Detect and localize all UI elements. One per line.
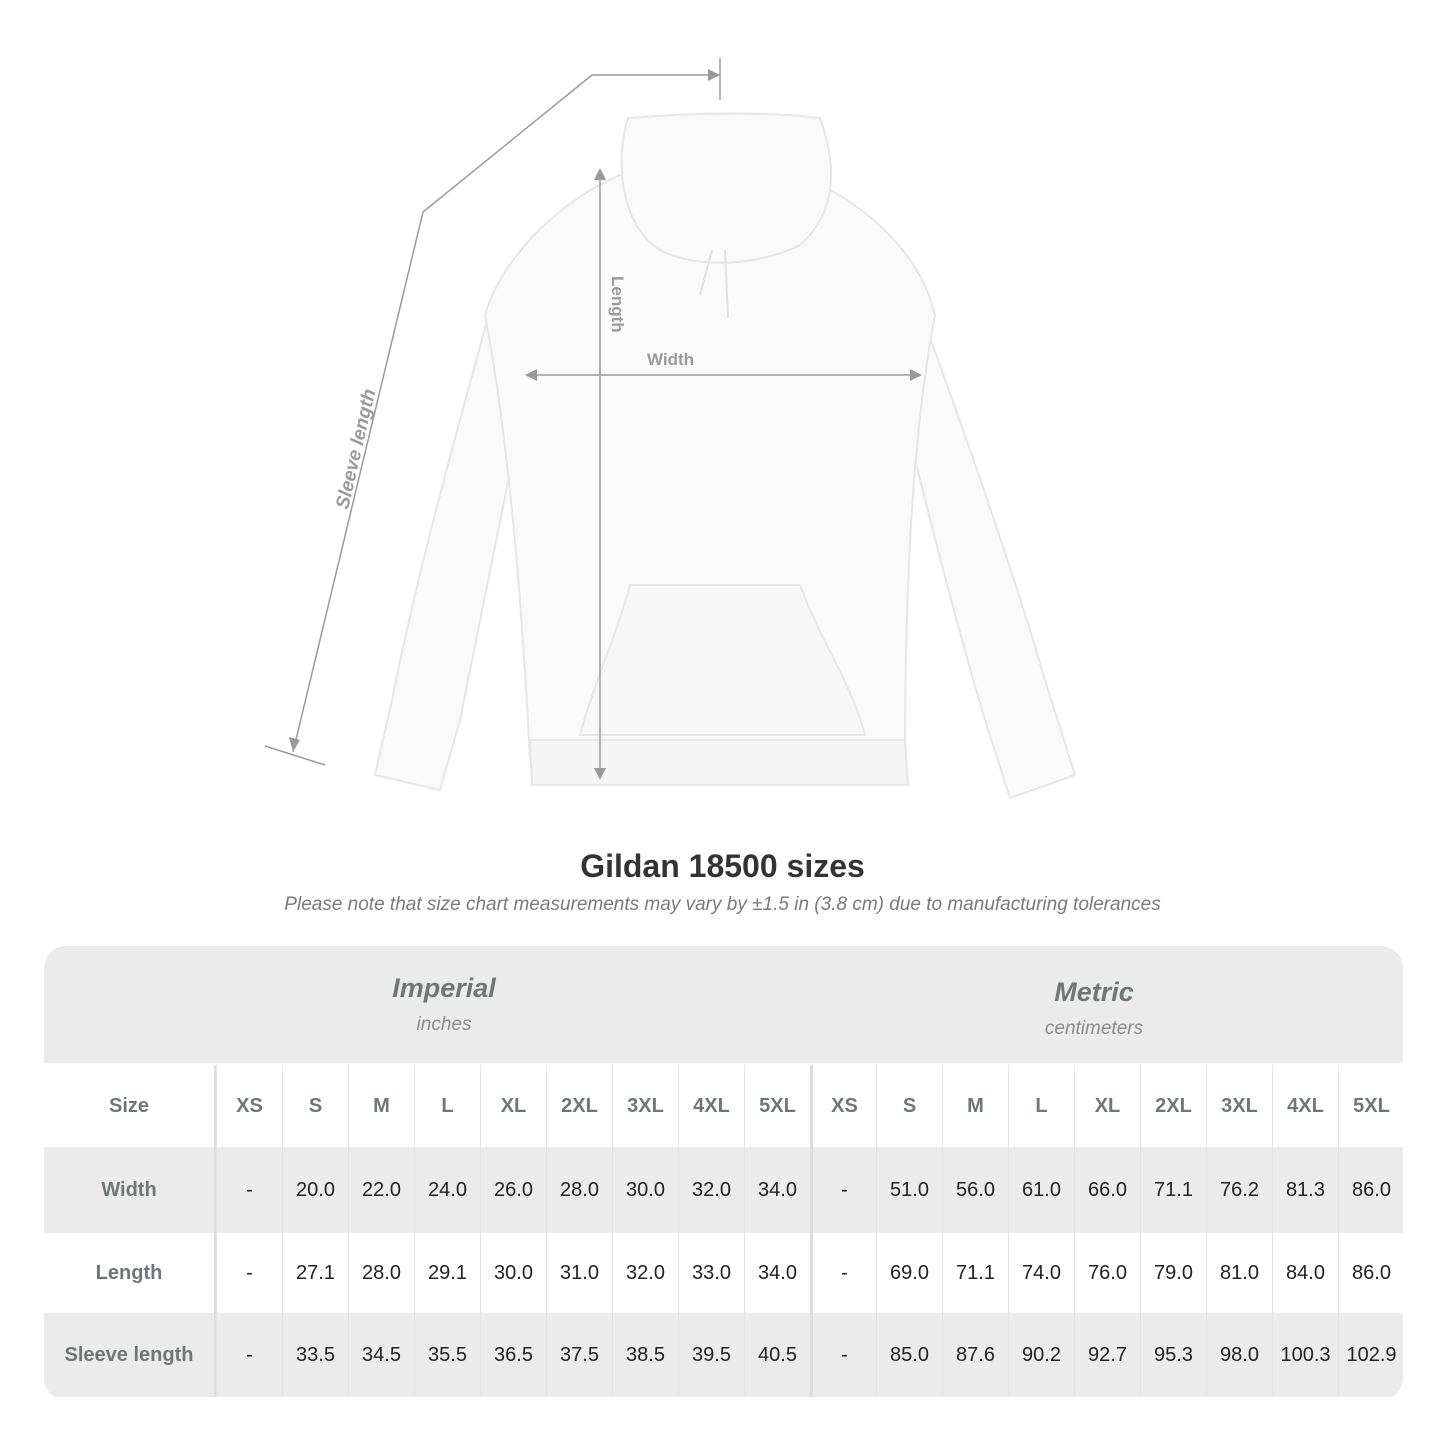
arrowheads — [289, 69, 922, 780]
hoodie-illustration — [373, 112, 1077, 800]
table-row-width: Width -20.0 22.0 24.0 26.0 28.0 30.0 32.0 34.0-5… — [44, 1147, 1403, 1233]
metric-value-cell: 86.0 — [1338, 1233, 1403, 1313]
sleeve-length-tick-bottom — [264, 745, 326, 766]
metric-value-cell: 87.6 — [942, 1313, 1008, 1397]
metric-value-cell: 76.0 — [1074, 1233, 1140, 1313]
metric-value-cell: 102.9 — [1338, 1313, 1403, 1397]
imperial-value-cell: 40.5 — [744, 1313, 810, 1397]
metric-size-l: L — [1008, 1065, 1074, 1147]
length-label: Length — [608, 276, 627, 333]
imperial-value-cell: 26.0 — [480, 1147, 546, 1233]
table-row-sleeve-length: Sleeve length -33.5 34.5 35.5 36.5 37.5 38.5 39… — [44, 1313, 1403, 1397]
metric-title: Metric — [1054, 977, 1134, 1007]
imperial-size-4xl: 4XL — [678, 1065, 744, 1147]
imperial-value-cell: 24.0 — [414, 1147, 480, 1233]
imperial-size-m: M — [348, 1065, 414, 1147]
imperial-value-cell: 30.0 — [612, 1147, 678, 1233]
metric-value-cell: 81.3 — [1272, 1147, 1338, 1233]
imperial-size-s: S — [282, 1065, 348, 1147]
imperial-value-cell: 34.0 — [744, 1147, 810, 1233]
metric-header: Metric centimeters — [844, 946, 1344, 1063]
metric-size-s: S — [876, 1065, 942, 1147]
metric-value-cell: 71.1 — [942, 1233, 1008, 1313]
metric-value-cell: 56.0 — [942, 1147, 1008, 1233]
measurement-lines — [264, 58, 920, 778]
imperial-size-xs: XS — [216, 1065, 282, 1147]
row-label: Sleeve length — [44, 1313, 216, 1397]
imperial-value-cell: 34.0 — [744, 1233, 810, 1313]
metric-unit: centimeters — [1044, 1018, 1144, 1039]
imperial-value-cell: 22.0 — [348, 1147, 414, 1233]
metric-value-cell: 86.0 — [1338, 1147, 1403, 1233]
metric-value-cell: - — [810, 1147, 876, 1233]
imperial-value-cell: 20.0 — [282, 1147, 348, 1233]
metric-value-cell: - — [810, 1313, 876, 1397]
imperial-value-cell: 37.5 — [546, 1313, 612, 1397]
metric-size-m: M — [942, 1065, 1008, 1147]
imperial-header: Imperial inches — [44, 946, 844, 1063]
imperial-value-cell: 39.5 — [678, 1313, 744, 1397]
hoodie-diagram: Sleeve length Length Width — [264, 58, 1077, 800]
imperial-size-xl: XL — [480, 1065, 546, 1147]
imperial-value-cell: 33.0 — [678, 1233, 744, 1313]
metric-value-cell: 92.7 — [1074, 1313, 1140, 1397]
imperial-size-l: L — [414, 1065, 480, 1147]
imperial-value-cell: 32.0 — [678, 1147, 744, 1233]
metric-value-cell: 100.3 — [1272, 1313, 1338, 1397]
imperial-value-cell: - — [216, 1313, 282, 1397]
imperial-value-cell: 36.5 — [480, 1313, 546, 1397]
sleeve-length-line — [292, 74, 720, 753]
size-table: Imperial inches Metric centimeters Size … — [44, 946, 1403, 1400]
metric-size-3xl: 3XL — [1206, 1065, 1272, 1147]
imperial-value-cell: 33.5 — [282, 1313, 348, 1397]
imperial-value-cell: 32.0 — [612, 1233, 678, 1313]
imperial-value-cell: 28.0 — [546, 1147, 612, 1233]
metric-value-cell: 84.0 — [1272, 1233, 1338, 1313]
row-label: Length — [44, 1233, 216, 1313]
metric-size-xs: XS — [810, 1065, 876, 1147]
page-title: Gildan 18500 sizes — [580, 848, 865, 884]
metric-value-cell: 76.2 — [1206, 1147, 1272, 1233]
width-label: Width — [647, 350, 694, 369]
imperial-value-cell: - — [216, 1233, 282, 1313]
metric-size-xl: XL — [1074, 1065, 1140, 1147]
metric-value-cell: 79.0 — [1140, 1233, 1206, 1313]
metric-size-4xl: 4XL — [1272, 1065, 1338, 1147]
imperial-value-cell: 31.0 — [546, 1233, 612, 1313]
imperial-value-cell: 38.5 — [612, 1313, 678, 1397]
size-label: Size — [44, 1065, 216, 1147]
row-label: Width — [44, 1147, 216, 1233]
imperial-value-cell: 27.1 — [282, 1233, 348, 1313]
table-row-length: Length -27.1 28.0 29.1 30.0 31.0 32.0 33.0 34.0-… — [44, 1233, 1403, 1313]
imperial-title: Imperial — [392, 973, 496, 1003]
tolerance-note: Please note that size chart measurements… — [284, 894, 1161, 915]
metric-value-cell: 51.0 — [876, 1147, 942, 1233]
metric-size-2xl: 2XL — [1140, 1065, 1206, 1147]
metric-value-cell: 81.0 — [1206, 1233, 1272, 1313]
size-header-row: Size XS S M L XL 2XL 3XL 4XL 5XL XS S M L XL 2XL 3XL 4XL… — [44, 1065, 1403, 1147]
imperial-size-3xl: 3XL — [612, 1065, 678, 1147]
imperial-value-cell: 35.5 — [414, 1313, 480, 1397]
unit-header: Imperial inches Metric centimeters — [44, 946, 1403, 1063]
metric-value-cell: 66.0 — [1074, 1147, 1140, 1233]
imperial-unit: inches — [416, 1014, 472, 1035]
imperial-size-2xl: 2XL — [546, 1065, 612, 1147]
metric-value-cell: 69.0 — [876, 1233, 942, 1313]
sleeve-length-label: Sleeve length — [332, 387, 380, 511]
imperial-value-cell: - — [216, 1147, 282, 1233]
imperial-value-cell: 34.5 — [348, 1313, 414, 1397]
metric-value-cell: 71.1 — [1140, 1147, 1206, 1233]
metric-size-5xl: 5XL — [1338, 1065, 1403, 1147]
imperial-value-cell: 30.0 — [480, 1233, 546, 1313]
imperial-value-cell: 28.0 — [348, 1233, 414, 1313]
metric-value-cell: 95.3 — [1140, 1313, 1206, 1397]
metric-value-cell: 61.0 — [1008, 1147, 1074, 1233]
imperial-size-5xl: 5XL — [744, 1065, 810, 1147]
metric-value-cell: - — [810, 1233, 876, 1313]
metric-value-cell: 98.0 — [1206, 1313, 1272, 1397]
metric-value-cell: 74.0 — [1008, 1233, 1074, 1313]
metric-value-cell: 90.2 — [1008, 1313, 1074, 1397]
imperial-value-cell: 29.1 — [414, 1233, 480, 1313]
metric-value-cell: 85.0 — [876, 1313, 942, 1397]
